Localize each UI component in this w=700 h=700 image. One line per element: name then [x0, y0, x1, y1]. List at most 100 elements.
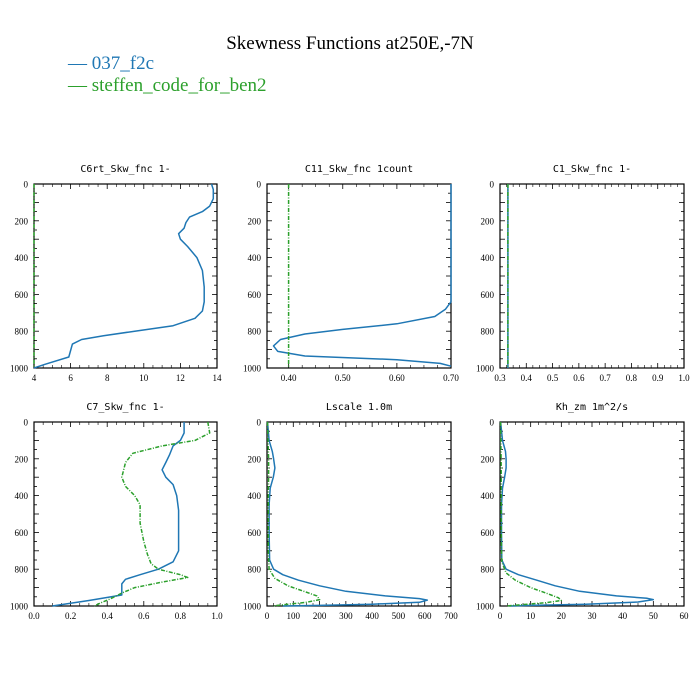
x-tick-label: 600 [418, 611, 432, 621]
series-line-steffen-code-for-ben2 [266, 421, 321, 607]
panel-title: C11_Skw_fnc 1count [305, 164, 413, 175]
legend-entry-037-f2c: — 037_f2c [67, 53, 154, 74]
x-tick-label: 0 [265, 611, 270, 621]
x-tick-label: 40 [618, 611, 628, 621]
x-tick-label: 0 [498, 611, 503, 621]
x-tick-label: 20 [557, 611, 567, 621]
series-line-037-f2c [266, 421, 429, 607]
series-line-037-f2c [33, 183, 215, 369]
y-tick-label: 400 [248, 491, 262, 501]
x-tick-label: 1.0 [211, 611, 223, 621]
x-tick-label: 14 [213, 373, 223, 383]
y-tick-label: 1000 [10, 602, 29, 612]
x-tick-label: 30 [588, 611, 598, 621]
x-tick-label: 0.2 [65, 611, 76, 621]
plot-frame [266, 183, 452, 369]
y-tick-label: 200 [248, 454, 262, 464]
x-tick-label: 400 [365, 611, 379, 621]
x-tick-label: 0.6 [573, 373, 585, 383]
y-tick-label: 0 [490, 418, 495, 428]
y-tick-label: 200 [15, 454, 29, 464]
y-tick-label: 0 [257, 180, 262, 190]
x-tick-label: 0.7 [600, 373, 612, 383]
y-tick-label: 600 [15, 528, 29, 538]
y-tick-label: 1000 [10, 364, 29, 374]
y-tick-label: 600 [481, 290, 495, 300]
panel-title: Lscale 1.0m [326, 402, 392, 413]
y-tick-label: 200 [15, 216, 29, 226]
series-line-steffen-code-for-ben2 [94, 421, 211, 607]
y-tick-label: 600 [248, 528, 262, 538]
x-tick-label: 700 [444, 611, 458, 621]
y-tick-label: 1000 [476, 602, 495, 612]
x-tick-label: 0.8 [175, 611, 187, 621]
y-tick-label: 600 [248, 290, 262, 300]
plot-frame [499, 421, 685, 607]
x-tick-label: 0.9 [652, 373, 664, 383]
y-tick-label: 200 [481, 216, 495, 226]
x-tick-label: 10 [526, 611, 536, 621]
x-tick-label: 60 [680, 611, 690, 621]
figure-title: Skewness Functions at250E,-7N [226, 33, 474, 54]
y-tick-label: 1000 [243, 364, 262, 374]
y-tick-label: 0 [24, 418, 29, 428]
x-tick-label: 0.70 [443, 373, 459, 383]
series-line-037-f2c [499, 421, 655, 607]
y-tick-label: 800 [248, 327, 262, 337]
x-tick-label: 8 [105, 373, 110, 383]
x-tick-label: 1.0 [678, 373, 690, 383]
x-tick-label: 0.4 [102, 611, 114, 621]
x-tick-label: 12 [176, 373, 185, 383]
panel-title: C1_Skw_fnc 1- [553, 164, 631, 175]
x-tick-label: 0.8 [626, 373, 638, 383]
x-tick-label: 500 [392, 611, 406, 621]
y-tick-label: 800 [15, 327, 29, 337]
y-tick-label: 0 [490, 180, 495, 190]
y-tick-label: 400 [481, 253, 495, 263]
y-tick-label: 200 [248, 216, 262, 226]
y-tick-label: 600 [481, 528, 495, 538]
y-tick-label: 800 [248, 565, 262, 575]
panel-title: C7_Skw_fnc 1- [86, 402, 164, 413]
x-tick-label: 0.3 [494, 373, 506, 383]
x-tick-label: 10 [139, 373, 149, 383]
x-tick-label: 50 [649, 611, 659, 621]
plot-frame [33, 421, 218, 607]
y-tick-label: 800 [15, 565, 29, 575]
y-tick-label: 400 [481, 491, 495, 501]
plot-frame [499, 183, 685, 369]
y-tick-label: 0 [24, 180, 29, 190]
y-tick-label: 400 [15, 253, 29, 263]
y-tick-label: 800 [481, 327, 495, 337]
series-line-037-f2c [272, 184, 452, 367]
legend-entry-steffen-code-for-ben2: — steffen_code_for_ben2 [67, 75, 267, 96]
y-tick-label: 200 [481, 454, 495, 464]
x-tick-label: 0.5 [547, 373, 559, 383]
y-tick-label: 400 [15, 491, 29, 501]
x-tick-label: 4 [32, 373, 37, 383]
x-tick-label: 0.50 [335, 373, 351, 383]
x-tick-label: 6 [68, 373, 73, 383]
y-tick-label: 400 [248, 253, 262, 263]
panel-1: C11_Skw_fnc 1count 0 200 400 600 800 1000 0.40 0… [243, 164, 459, 383]
x-tick-label: 0.40 [281, 373, 297, 383]
x-tick-label: 300 [339, 611, 353, 621]
panel-title: Kh_zm 1m^2/s [556, 402, 628, 413]
x-tick-label: 0.4 [521, 373, 533, 383]
y-tick-label: 1000 [476, 364, 495, 374]
x-tick-label: 0.0 [28, 611, 40, 621]
y-tick-label: 0 [257, 418, 262, 428]
x-tick-label: 100 [287, 611, 301, 621]
y-tick-label: 800 [481, 565, 495, 575]
x-tick-label: 0.60 [389, 373, 405, 383]
plot-frame [33, 183, 218, 369]
x-tick-label: 0.6 [138, 611, 150, 621]
series-line-037-f2c [52, 422, 185, 607]
